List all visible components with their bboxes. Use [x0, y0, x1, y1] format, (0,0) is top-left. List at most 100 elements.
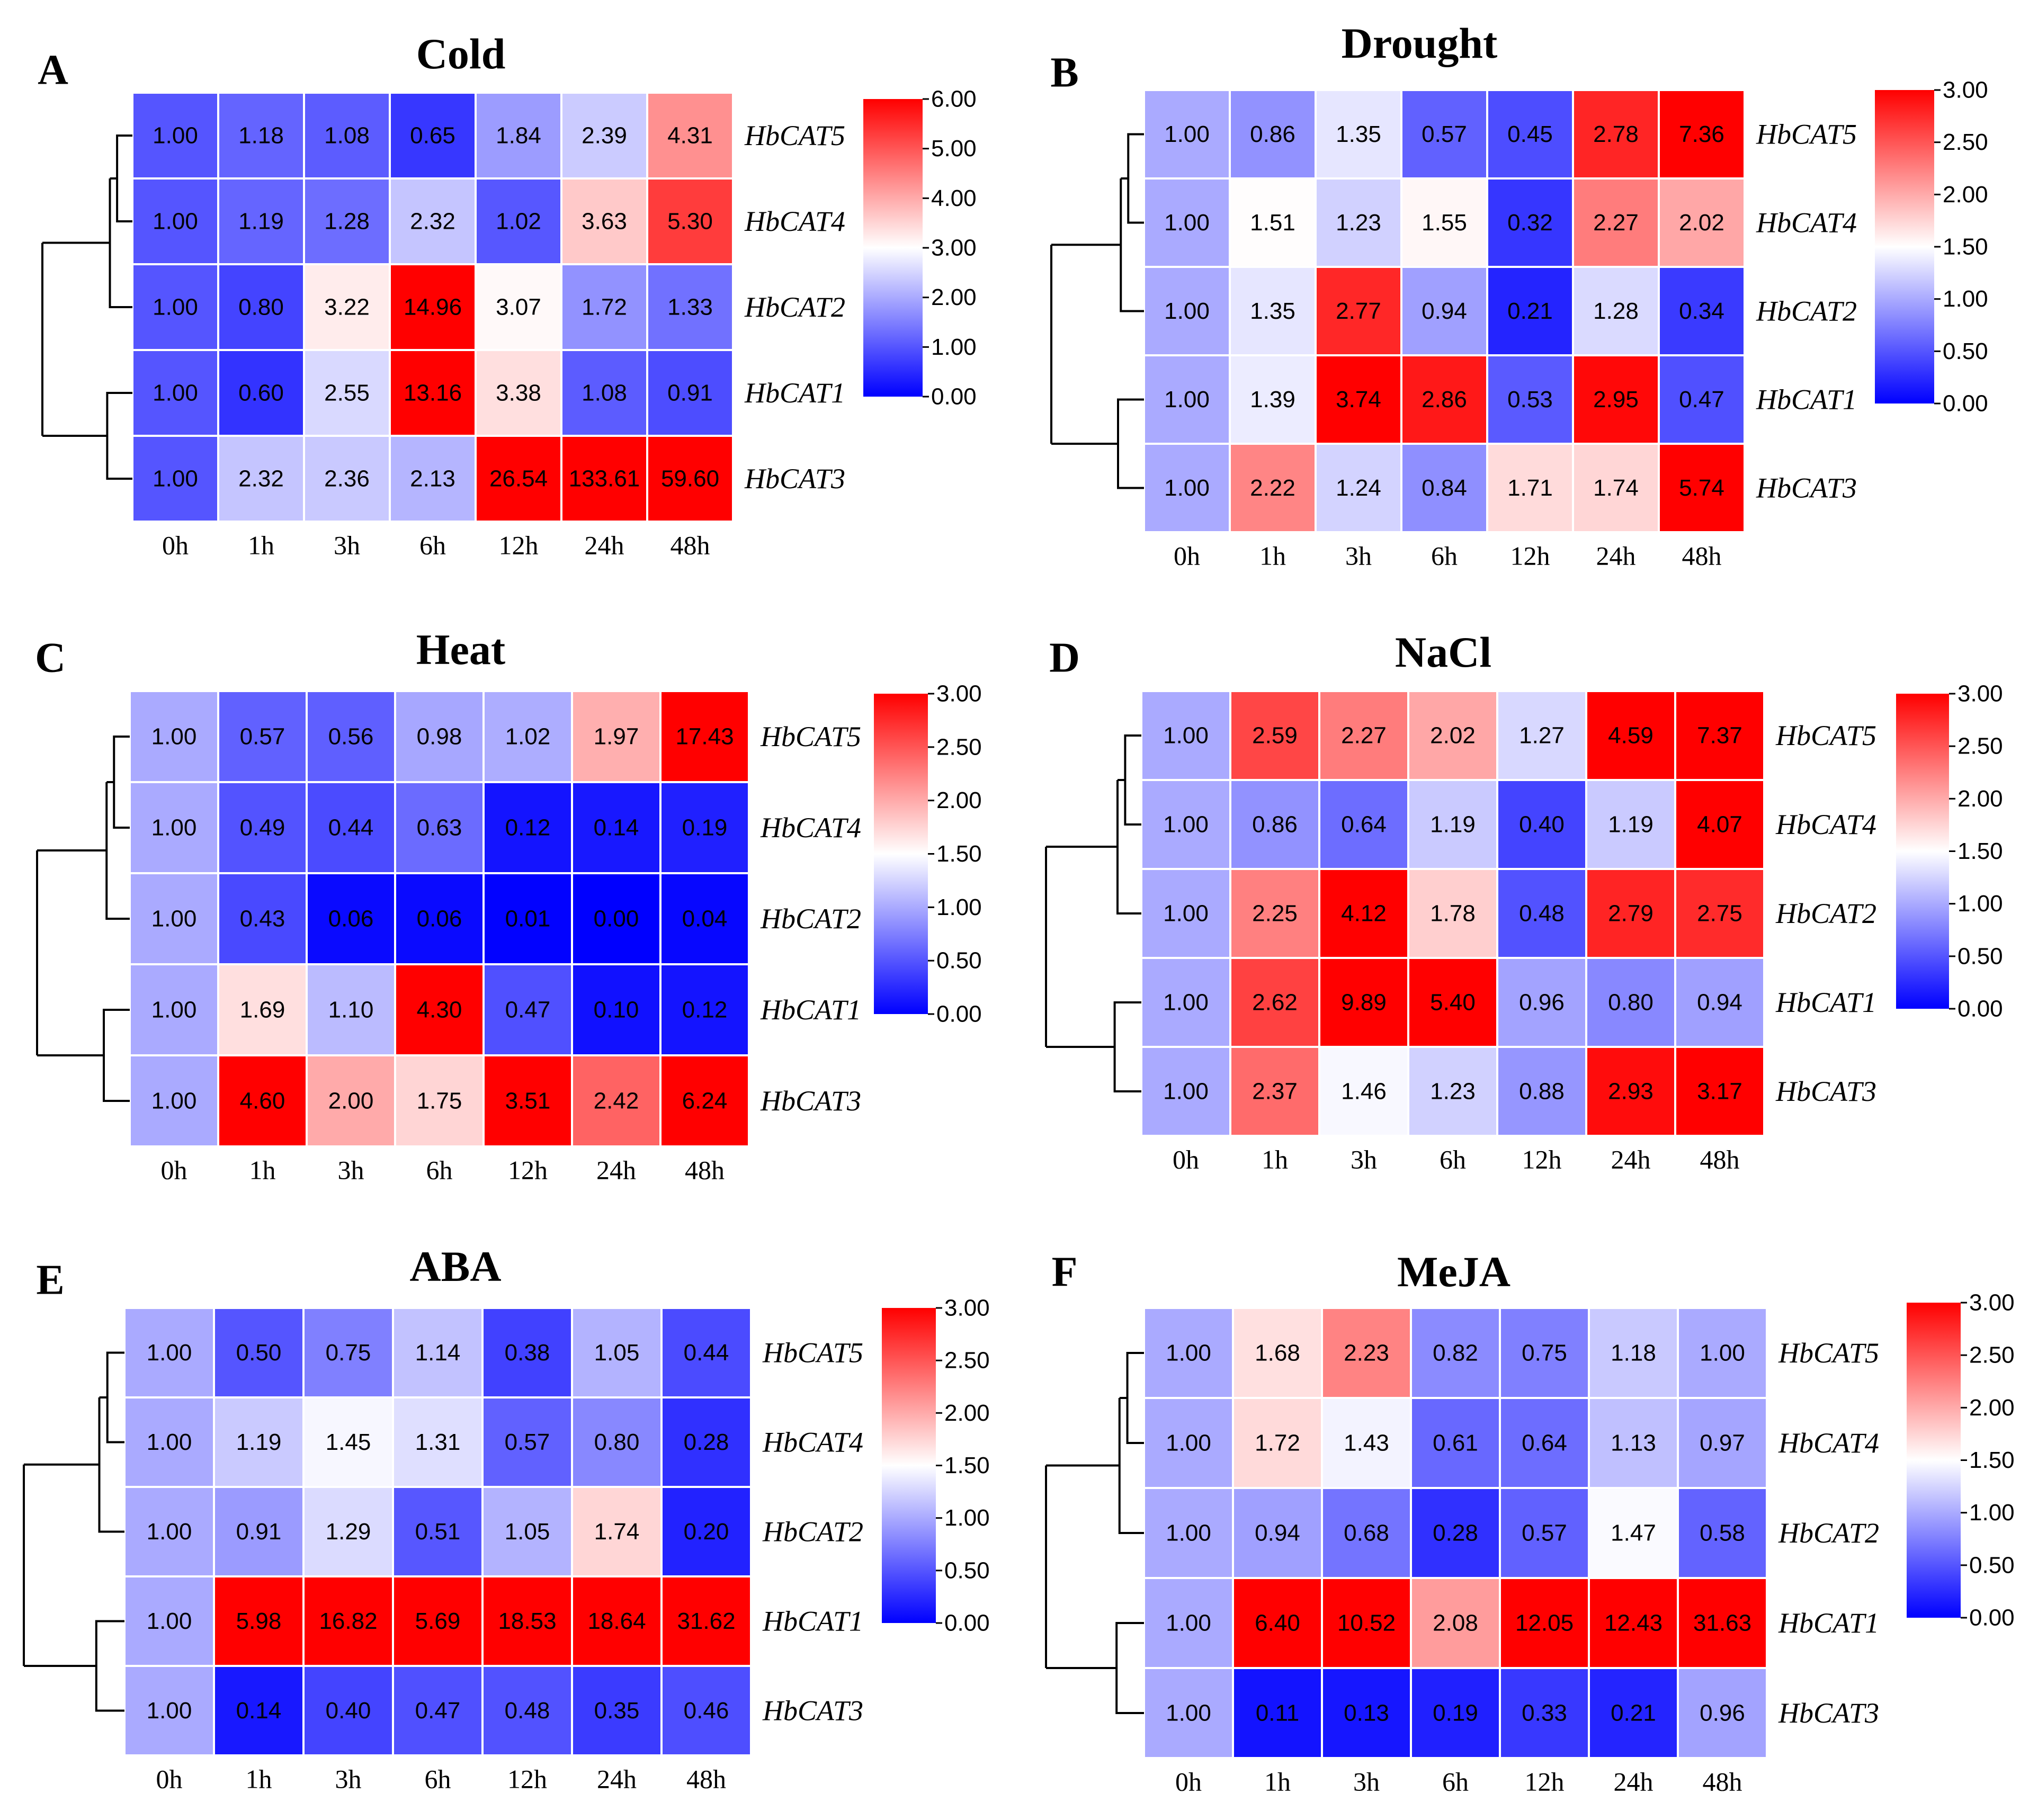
- column-time-label: 24h: [1596, 541, 1636, 570]
- colorbar-tick-label: 2.50: [936, 734, 982, 760]
- colorbar-tick-label: 0.00: [936, 1001, 982, 1027]
- cell-value-label: 2.25: [1252, 901, 1298, 927]
- panel-title: Drought: [1342, 19, 1498, 67]
- heatmap-cell: [1674, 868, 1765, 959]
- panel-b: B Drought 1.00 0.86 1.35 0.57 0.45 2.78 7.36 HbCA…: [1050, 19, 1988, 570]
- heatmap-cell: [392, 1307, 484, 1398]
- heatmap-cell: [560, 349, 648, 437]
- heatmap-cell: [1140, 779, 1231, 870]
- cell-value-label: 0.48: [1519, 901, 1565, 927]
- heatmap-cell: [213, 1665, 305, 1756]
- cell-value-label: 1.71: [1507, 475, 1553, 501]
- cell-value-label: 10.52: [1337, 1610, 1396, 1636]
- column-time-label: 1h: [248, 530, 274, 560]
- colorbar-tick-label: 1.50: [1969, 1447, 2015, 1473]
- panel-c: C Heat 1.00 0.57 0.56 0.98 1.02 1.97 17.43 HbCAT5…: [35, 625, 982, 1185]
- heatmap-cell: [1588, 1487, 1679, 1579]
- cell-value-label: 1.35: [1336, 121, 1381, 147]
- cell-value-label: 1.00: [1166, 1520, 1211, 1546]
- heatmap-cell: [1143, 89, 1231, 180]
- row-gene-label: HbCAT3: [744, 463, 845, 495]
- column-time-label: 0h: [161, 1155, 187, 1185]
- cell-value-label: 5.40: [1430, 990, 1476, 1016]
- colorbar: [1907, 1303, 1961, 1618]
- heatmap-cell: [1232, 1667, 1323, 1759]
- heatmap-cell: [1143, 1577, 1234, 1669]
- panel-letter: D: [1049, 634, 1080, 681]
- heatmap-cell: [481, 1665, 573, 1756]
- cell-value-label: 1.00: [1163, 812, 1209, 838]
- colorbar-tick-label: 3.00: [936, 681, 982, 707]
- cell-value-label: 0.44: [328, 815, 374, 841]
- cell-value-label: 0.43: [240, 906, 285, 932]
- colorbar-tick-label: 1.50: [1958, 838, 2003, 864]
- column-time-label: 48h: [1703, 1767, 1742, 1796]
- heatmap-cell: [1674, 1046, 1765, 1137]
- row-gene-label: HbCAT2: [1756, 295, 1857, 327]
- cell-value-label: 5.98: [236, 1608, 282, 1634]
- heatmap-cell: [1229, 868, 1320, 959]
- cell-value-label: 1.31: [415, 1429, 461, 1455]
- column-time-label: 3h: [1353, 1767, 1380, 1796]
- colorbar-tick-label: 1.00: [1969, 1500, 2015, 1526]
- panel-title: ABA: [409, 1242, 501, 1290]
- heatmap-cell: [394, 963, 485, 1056]
- cell-value-label: 0.12: [682, 997, 728, 1023]
- cell-value-label: 7.37: [1697, 723, 1742, 749]
- row-gene-label: HbCAT4: [1756, 207, 1857, 239]
- colorbar-tick-label: 2.00: [944, 1400, 990, 1426]
- cell-value-label: 17.43: [675, 724, 734, 750]
- heatmap-cell: [571, 872, 662, 965]
- cell-value-label: 0.60: [238, 380, 284, 406]
- cell-value-label: 0.04: [682, 906, 728, 932]
- row-gene-label: HbCAT4: [1775, 809, 1876, 840]
- cell-value-label: 0.34: [1679, 298, 1724, 324]
- panel-letter: C: [35, 634, 66, 681]
- cell-value-label: 2.78: [1593, 121, 1639, 147]
- cell-value-label: 0.86: [1252, 812, 1298, 838]
- colorbar-tick-label: 4.00: [931, 185, 977, 211]
- cell-value-label: 5.74: [1679, 475, 1724, 501]
- cell-value-label: 3.22: [324, 294, 370, 320]
- heatmap-cell: [1229, 354, 1317, 445]
- cell-value-label: 2.13: [410, 466, 455, 492]
- heatmap-cell: [1674, 957, 1765, 1048]
- heatmap-cell: [1318, 957, 1409, 1048]
- row-gene-label: HbCAT2: [1775, 898, 1876, 929]
- row-gene-label: HbCAT4: [744, 205, 845, 237]
- cell-value-label: 1.00: [1166, 1430, 1211, 1456]
- heatmap-cell: [481, 1575, 573, 1667]
- cell-value-label: 5.69: [415, 1608, 461, 1634]
- heatmap-cell: [394, 690, 485, 783]
- panel-e: E ABA 1.00 0.50 0.75 1.14 0.38 1.05 0.44 HbCAT5 1.…: [23, 1242, 990, 1794]
- cell-value-label: 31.62: [677, 1608, 735, 1634]
- column-time-label: 12h: [1510, 541, 1550, 570]
- cell-value-label: 3.38: [496, 380, 541, 406]
- colorbar-tick-label: 2.00: [936, 787, 982, 813]
- heatmap-cell: [481, 1396, 573, 1488]
- heatmap-cell: [1658, 177, 1746, 268]
- heatmap-cell: [1315, 354, 1402, 445]
- cell-value-label: 0.06: [417, 906, 462, 932]
- cell-value-label: 0.11: [1256, 1700, 1299, 1726]
- cell-value-label: 1.74: [1593, 475, 1639, 501]
- colorbar-tick-label: 1.00: [1943, 286, 1988, 312]
- heatmap-cell: [1486, 177, 1574, 268]
- column-time-label: 3h: [334, 530, 360, 560]
- colorbar-tick-label: 0.00: [1958, 996, 2003, 1022]
- colorbar-tick-label: 3.00: [944, 1295, 990, 1321]
- column-time-label: 48h: [1682, 541, 1722, 570]
- column-time-label: 48h: [685, 1155, 725, 1185]
- heatmap-cell: [1229, 443, 1317, 533]
- heatmap-cell: [1229, 690, 1320, 781]
- heatmap-cell: [1677, 1307, 1768, 1399]
- heatmap-cell: [560, 92, 648, 180]
- colorbar-tick-label: 3.00: [1943, 77, 1988, 103]
- cell-value-label: 0.75: [326, 1340, 371, 1366]
- cell-value-label: 0.13: [1344, 1700, 1389, 1726]
- heatmap-cell: [560, 263, 648, 351]
- heatmap-cell: [475, 263, 562, 351]
- column-time-label: 3h: [338, 1155, 364, 1185]
- cell-value-label: 1.14: [415, 1340, 461, 1366]
- cell-value-label: 12.43: [1604, 1610, 1662, 1636]
